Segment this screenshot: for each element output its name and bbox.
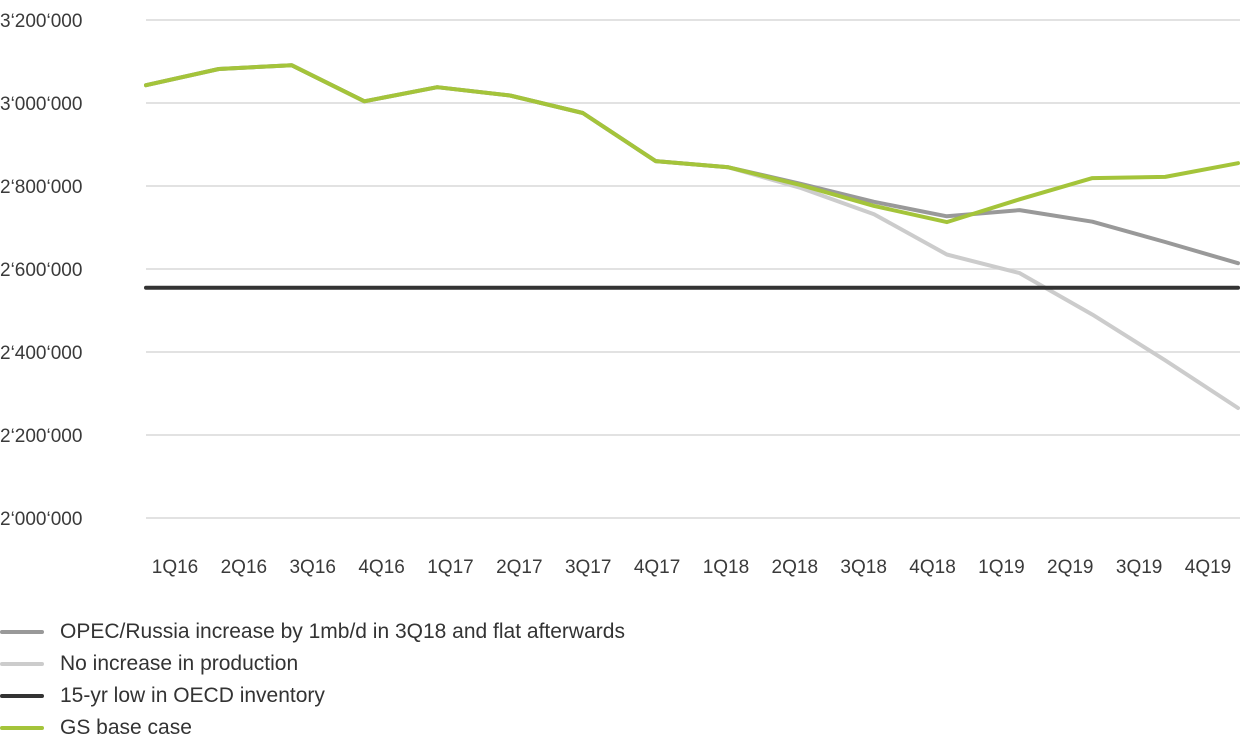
legend-label: OPEC/Russia increase by 1mb/d in 3Q18 an… [60, 620, 625, 643]
x-tick-label: 4Q18 [909, 557, 955, 578]
x-tick-label: 4Q17 [634, 557, 680, 578]
legend-item: GS base case [0, 712, 625, 744]
x-tick-label: 1Q16 [152, 557, 198, 578]
y-tick-label: 2‘200‘000 [0, 426, 82, 447]
x-tick-label: 3Q18 [840, 557, 886, 578]
x-tick-label: 4Q19 [1185, 557, 1231, 578]
legend-label: GS base case [60, 716, 192, 739]
y-tick-label: 2‘800‘000 [0, 177, 82, 198]
x-tick-label: 2Q19 [1047, 557, 1093, 578]
x-tick-label: 2Q17 [496, 557, 542, 578]
y-tick-label: 3‘200‘000 [0, 11, 82, 32]
gridlines [146, 19, 1240, 519]
y-tick-label: 2‘600‘000 [0, 260, 82, 281]
x-tick-label: 2Q16 [221, 557, 267, 578]
legend-label: 15-yr low in OECD inventory [60, 684, 325, 707]
x-tick-label: 1Q18 [703, 557, 749, 578]
y-tick-label: 2‘400‘000 [0, 343, 82, 364]
series-line [144, 63, 1240, 410]
x-tick-label: 1Q19 [978, 557, 1024, 578]
x-tick-label: 4Q16 [358, 557, 404, 578]
y-axis-ticks: 2‘000‘000 2‘200‘000 2‘400‘000 2‘600‘000 2‘80… [0, 11, 82, 530]
series-lines [144, 63, 1240, 410]
x-tick-label: 3Q17 [565, 557, 611, 578]
x-tick-label: 1Q17 [427, 557, 473, 578]
legend-swatch [0, 662, 44, 666]
chart-legend: OPEC/Russia increase by 1mb/d in 3Q18 an… [0, 616, 625, 744]
legend-item: OPEC/Russia increase by 1mb/d in 3Q18 an… [0, 616, 625, 648]
y-tick-label: 2‘000‘000 [0, 509, 82, 530]
legend-item: No increase in production [0, 648, 625, 680]
legend-swatch [0, 694, 44, 698]
line-chart: 2‘000‘000 2‘200‘000 2‘400‘000 2‘600‘000 2‘80… [0, 11, 1240, 578]
series-line [144, 63, 1240, 225]
x-tick-label: 3Q16 [289, 557, 335, 578]
legend-swatch [0, 726, 44, 730]
y-tick-label: 3‘000‘000 [0, 94, 82, 115]
x-tick-label: 3Q19 [1116, 557, 1162, 578]
legend-label: No increase in production [60, 652, 299, 675]
legend-item: 15-yr low in OECD inventory [0, 680, 625, 712]
legend-swatch [0, 630, 44, 634]
x-axis-ticks: 1Q16 2Q16 3Q16 4Q16 1Q17 2Q17 3Q17 4Q17 1Q18 2Q18… [152, 557, 1231, 578]
x-tick-label: 2Q18 [772, 557, 818, 578]
